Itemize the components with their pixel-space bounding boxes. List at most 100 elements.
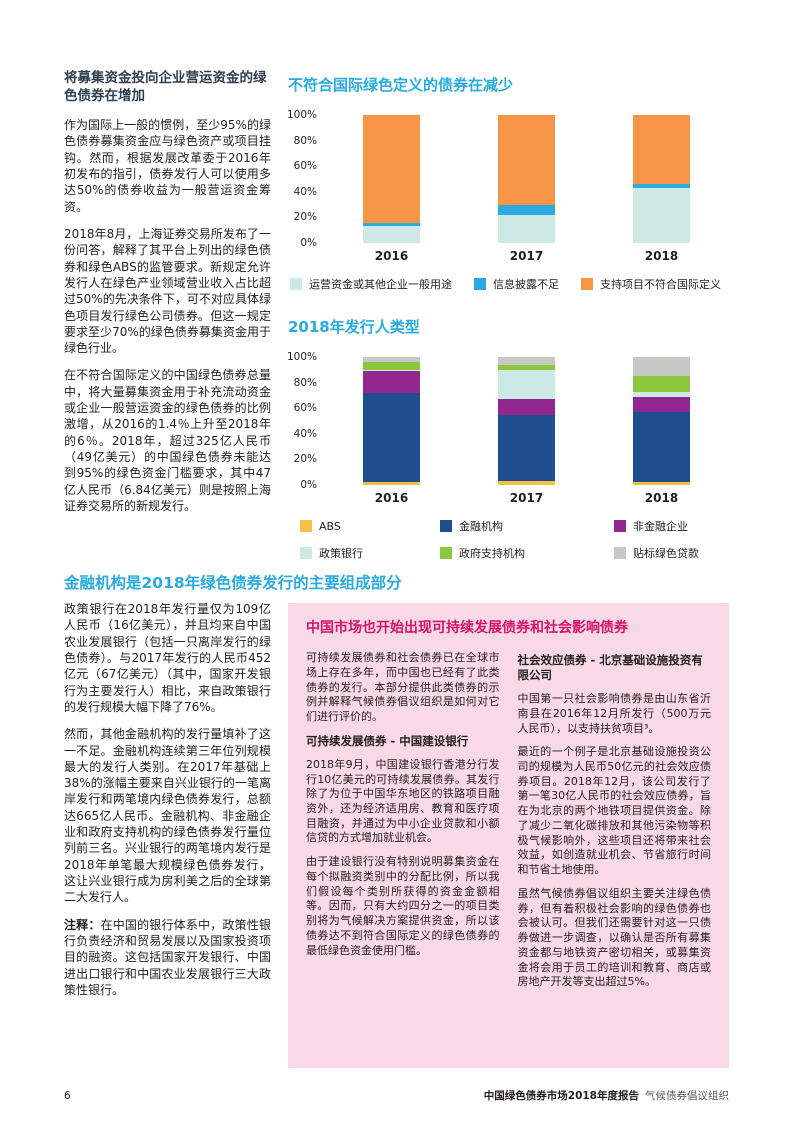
pink-box-right-column: 社会效应债券 - 北京基础设施投资有限公司 中国第一只社会影响债券是由山东省沂南… (518, 651, 712, 999)
bar (498, 357, 555, 485)
bar-segment (363, 362, 420, 370)
stacked-bar-2018: 2018 (633, 115, 690, 263)
legend-item: 运营资金或其他企业一般用途 (290, 276, 452, 292)
legend: ABS 金融机构 非金融企业政策银行 政府支持机构 贴标绿色贷款 (300, 518, 729, 561)
chart-body: 0% 20% 40% 60% 80% 100% 2016 2017 2018 (287, 109, 729, 263)
legend-item: ABS (300, 518, 418, 534)
subheading-social-impact-bond: 社会效应债券 - 北京基础设施投资有限公司 (517, 653, 703, 683)
x-axis-label: 2016 (374, 249, 409, 263)
bar (633, 357, 690, 485)
left-column-bottom: 政策银行在2018年发行量仅为109亿人民币（16亿美元），并且均来自中国农业发… (64, 601, 271, 1009)
legend-swatch (440, 547, 452, 559)
legend-swatch (614, 520, 626, 532)
legend-swatch (614, 547, 626, 559)
x-axis-label: 2017 (509, 491, 544, 505)
legend-item: 政策银行 (300, 545, 418, 561)
legend-label: ABS (319, 519, 341, 533)
y-tick-label: 20% (293, 211, 317, 224)
paragraph: 在不符合国际定义的中国绿色债券总量中，将大量募集资金用于补充流动资金或企业一般营… (64, 368, 271, 513)
legend-label: 非金融企业 (633, 520, 688, 533)
legend-swatch (300, 520, 312, 532)
bar (363, 357, 420, 485)
bar-segment (498, 115, 555, 205)
bar (498, 115, 555, 243)
chart-title: 2018年发行人类型 (288, 318, 420, 336)
legend-swatch (581, 278, 593, 290)
footer-organization: 气候债券倡议组织 (645, 1090, 729, 1102)
bar-segment (633, 482, 690, 485)
chart-area: 不符合国际绿色定义的债券在减少 0% 20% 40% 60% 80% 100% 2016 2… (287, 74, 729, 561)
legend-label: 运营资金或其他企业一般用途 (309, 278, 452, 291)
stacked-bar-2016: 2016 (363, 115, 420, 263)
plot: 2016 2017 2018 (324, 115, 729, 263)
bar (633, 115, 690, 243)
bar-segment (363, 226, 420, 243)
bar-segment (633, 184, 690, 188)
bar-segment (633, 412, 690, 483)
bar-segment (363, 115, 420, 223)
stacked-bar-2018: 2018 (633, 357, 690, 505)
chart-title: 不符合国际绿色定义的债券在减少 (288, 76, 514, 94)
y-tick-label: 0% (300, 479, 317, 491)
y-axis: 0% 20% 40% 60% 80% 100% (287, 351, 324, 491)
stacked-bar-2017: 2017 (498, 115, 555, 263)
legend-item: 支持项目不符合国际定义 (581, 276, 721, 292)
left-column-top: 将募集资金投向企业营运资金的绿色债券在增加 作为国际上一般的惯例，至少95%的绿… (64, 70, 271, 525)
bar-segment (633, 187, 690, 243)
y-tick-label: 60% (293, 402, 317, 415)
bar-segment (633, 396, 690, 413)
y-tick-label: 40% (293, 185, 317, 198)
y-axis: 0% 20% 40% 60% 80% 100% (287, 109, 324, 249)
footer-right: 中国绿色债券市场2018年度报告 气候债券倡议组织 (484, 1088, 729, 1103)
pink-box-columns: 可持续发展债券和社会债券已在全球市场上存在多年，而中国也已经有了此类债券的发行。… (306, 651, 711, 999)
chart-body: 0% 20% 40% 60% 80% 100% 2016 2017 2018 (287, 351, 729, 505)
bar (363, 115, 420, 243)
legend-item: 非金融企业 (614, 518, 774, 534)
bar-segment (363, 371, 420, 393)
legend-item: 贴标绿色贷款 (614, 545, 774, 561)
paragraph: 然而，其他金融机构的发行量填补了这一不足。金融机构连续第三年位列规模最大的发行人… (64, 727, 271, 905)
legend: 运营资金或其他企业一般用途 信息披露不足 支持项目不符合国际定义 (290, 276, 729, 292)
y-tick-label: 80% (293, 134, 317, 147)
stacked-bar-2017: 2017 (498, 357, 555, 505)
legend-label: 支持项目不符合国际定义 (600, 278, 721, 291)
y-tick-label: 100% (286, 109, 317, 121)
x-axis-label: 2018 (644, 491, 679, 505)
legend-item: 政府支持机构 (440, 545, 592, 561)
y-tick-label: 100% (286, 351, 317, 363)
bar-segment (363, 369, 420, 372)
page-footer: 6 中国绿色债券市场2018年度报告 气候债券倡议组织 (64, 1088, 729, 1103)
y-tick-label: 80% (293, 376, 317, 389)
legend-swatch (474, 278, 486, 290)
legend-label: 政府支持机构 (459, 547, 525, 560)
paragraph: 作为国际上一般的惯例，至少95%的绿色债券募集资金应与绿色资产或项目挂钩。然而，… (64, 118, 271, 214)
x-axis-label: 2017 (509, 249, 544, 263)
bar-segment (363, 357, 420, 363)
legend-item: 信息披露不足 (474, 276, 559, 292)
legend-item: 金融机构 (440, 518, 592, 534)
paragraph: 可持续发展债券和社会债券已在全球市场上存在多年，而中国也已经有了此类债券的发行。… (306, 651, 500, 724)
section-heading: 金融机构是2018年绿色债券发行的主要组成部分 (64, 574, 402, 592)
note-text: 在中国的银行体系中，政策性银行负责经济和贸易发展以及国家投资项目的融资。这包括国… (64, 917, 271, 997)
bar-segment (498, 481, 555, 485)
bar-segment (633, 357, 690, 377)
left-column-heading: 将募集资金投向企业营运资金的绿色债券在增加 (64, 70, 267, 104)
paragraph: 虽然气候债券倡议组织主要关注绿色债券，但有着积极社会影响的绿色债券也会被认可。但… (517, 886, 712, 989)
legend-swatch (300, 547, 312, 559)
paragraph: 2018年8月，上海证券交易所发布了一份问答，解释了其平台上列出的绿色债券和绿色… (64, 226, 271, 356)
y-tick-label: 0% (300, 237, 317, 249)
footer-report-title: 中国绿色债券市场2018年度报告 (483, 1090, 639, 1102)
bar-segment (363, 392, 420, 483)
chart-issuer-types: 2018年发行人类型 0% 20% 40% 60% 80% 100% 2016 2017 20… (287, 316, 729, 561)
bar-segment (498, 414, 555, 482)
chart-non-compliant-bonds: 不符合国际绿色定义的债券在减少 0% 20% 40% 60% 80% 100% 2016 2… (287, 74, 729, 292)
bar-segment (498, 357, 555, 365)
y-tick-label: 60% (293, 160, 317, 173)
paragraph: 2018年9月，中国建设银行香港分行发行10亿美元的可持续发展债券。其发行除了为… (306, 757, 500, 845)
subheading-sustainability-bond: 可持续发展债券 - 中国建设银行 (306, 733, 469, 748)
x-axis-label: 2018 (644, 249, 679, 263)
y-tick-label: 40% (293, 427, 317, 440)
stacked-bar-2016: 2016 (363, 357, 420, 505)
legend-label: 贴标绿色贷款 (633, 547, 699, 560)
